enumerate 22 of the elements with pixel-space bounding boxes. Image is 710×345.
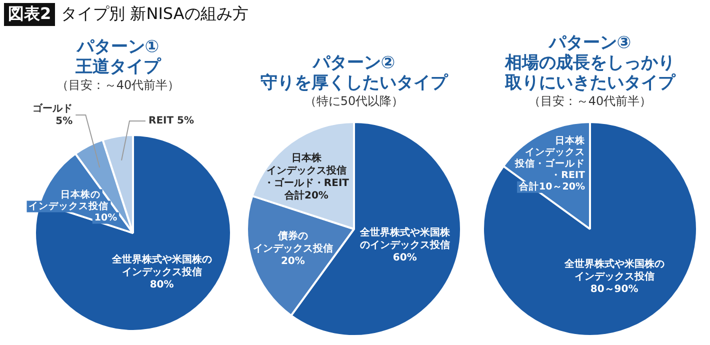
slice-label: 日本株インデックス投信・ゴールド・REIT合計20% xyxy=(264,152,350,202)
data-label: 20% xyxy=(280,256,305,267)
slice-label: REIT 5% xyxy=(148,116,194,127)
text: タイプ別 新NISAの組み方 xyxy=(61,4,248,24)
slice-label: 全世界株式や米国株のインデックス投信 xyxy=(358,226,451,252)
slice-label: 債券のインデックス投信 xyxy=(252,230,333,254)
data-label: 80% xyxy=(150,280,174,291)
data-label: 10% xyxy=(94,212,118,224)
text: 図表2 xyxy=(4,2,56,26)
slice-label: 日本株インデックス投信・ゴールド・REIT合計10～20% xyxy=(514,134,586,193)
data-label: 5% xyxy=(56,116,73,127)
chart-title: パターン②守りを厚くしたいタイプ xyxy=(260,53,450,93)
chart-title: パターン③相場の成長をしっかり取りにいきたいタイプ xyxy=(504,33,677,93)
slice-label: 全世界株式や米国株のインデックス投信 xyxy=(110,254,212,278)
slice-label: 全世界株式や米国株のインデックス投信80～90% xyxy=(563,258,664,295)
chart-subtitle: （目安：～40代前半） xyxy=(527,93,653,109)
chart-title: パターン①王道タイプ xyxy=(74,37,162,77)
data-label: 60% xyxy=(392,252,417,264)
chart-subtitle: （目安：～40代前半） xyxy=(55,77,181,93)
chart-subtitle: （特に50代以降） xyxy=(303,93,405,109)
slice-label: ゴールド xyxy=(32,102,73,114)
slice-label: 日本株のインデックス投信 xyxy=(28,188,109,212)
